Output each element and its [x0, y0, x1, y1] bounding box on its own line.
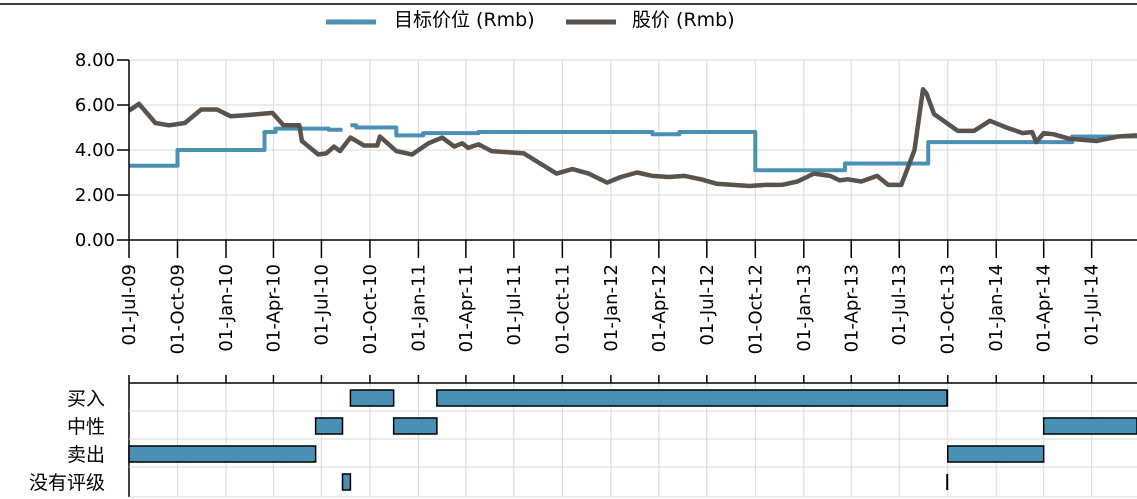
y-tick-label: 0.00 [75, 230, 115, 251]
x-tick-label: 01-Jul-10 [311, 264, 332, 346]
x-tick-label: 01-Jul-11 [504, 264, 525, 346]
x-tick-label: 01-Jan-12 [601, 264, 622, 352]
rating-label: 中性 [67, 416, 105, 438]
rating-grid [128, 382, 1137, 498]
x-tick-label: 01-Apr-10 [263, 264, 284, 352]
y-tick-label: 8.00 [75, 50, 115, 71]
x-tick-label: 01-Jul-13 [889, 264, 910, 346]
y-axis: 0.00 2.00 4.00 6.00 8.00 [75, 50, 130, 251]
x-tick-label: 01-Apr-11 [456, 264, 477, 352]
x-tick-label: 01-Oct-13 [938, 264, 959, 354]
x-tick-label: 01-Jan-10 [216, 264, 237, 352]
rating-bar [349, 389, 395, 407]
rating-bar [314, 417, 344, 435]
x-tick-label: 01-Jan-14 [986, 264, 1007, 352]
rating-bar [436, 389, 948, 407]
x-tick-label: 01-Apr-12 [649, 264, 670, 352]
x-tick-label: 01-Jan-11 [408, 264, 429, 352]
legend-label-target-price: 目标价位 (Rmb) [394, 9, 535, 31]
y-tick-label: 2.00 [75, 185, 115, 206]
share-price-line [127, 87, 1137, 189]
rating-label: 没有评级 [29, 472, 105, 494]
x-tick-label: 01-Jul-09 [119, 264, 140, 346]
rating-bar [128, 445, 317, 463]
plot-grid-horizontal [129, 59, 1137, 241]
x-tick-label: 01-Oct-12 [745, 264, 766, 354]
legend-label-share-price: 股价 (Rmb) [632, 9, 735, 31]
rating-bars [128, 389, 1137, 491]
x-tick-label: 01-Jul-12 [697, 264, 718, 346]
x-tick-label: 01-Jul-14 [1082, 264, 1103, 346]
target-price-line [129, 126, 343, 168]
rating-label: 卖出 [67, 444, 105, 466]
rating-bar [392, 417, 438, 435]
target-price-line [350, 123, 1137, 173]
series-layer [127, 87, 1137, 189]
rating-label: 买入 [67, 388, 105, 410]
legend: 目标价位 (Rmb) 股价 (Rmb) [326, 9, 735, 31]
x-tick-label: 01-Jan-13 [794, 264, 815, 352]
x-tick-label: 01-Oct-09 [168, 264, 189, 354]
rating-bar [946, 445, 1045, 463]
y-tick-label: 4.00 [75, 140, 115, 161]
rating-bar [341, 473, 352, 491]
x-axis: 01-Jul-09 01-Oct-09 01-Jan-10 01-Apr-10 01-J… [119, 239, 1137, 383]
x-tick-label: 01-Apr-14 [1034, 264, 1055, 352]
x-tick-label: 01-Oct-10 [360, 264, 381, 354]
x-tick-label: 01-Apr-13 [841, 264, 862, 352]
y-tick-label: 6.00 [75, 95, 115, 116]
x-tick-label: 01-Oct-11 [552, 264, 573, 354]
rating-bar [1042, 417, 1137, 435]
